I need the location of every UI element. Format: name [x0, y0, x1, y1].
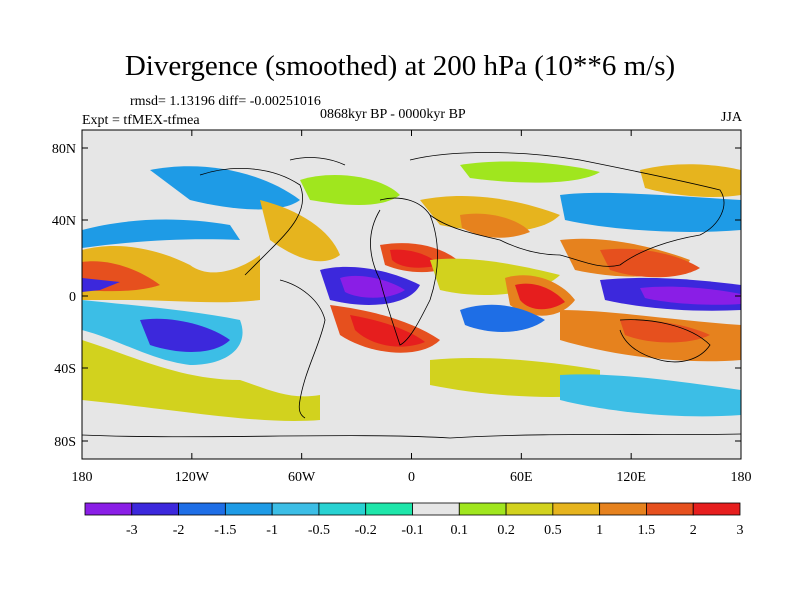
colorbar-swatch: [505, 502, 554, 516]
y-tick-label: 40N: [52, 214, 76, 229]
colorbar-label: 2: [690, 523, 697, 538]
colorbar-label: 0.1: [451, 523, 469, 538]
colorbar-swatch: [365, 502, 413, 516]
season-label: JJA: [720, 110, 742, 125]
colorbar-label: 3: [737, 523, 744, 538]
colorbar-label: -3: [126, 523, 138, 538]
colorbar-swatch: [412, 502, 460, 516]
colorbar-swatch: [224, 502, 273, 516]
colorbar-swatch: [84, 502, 133, 516]
x-tick-label: 180: [72, 470, 93, 485]
colorbar-label: -1.5: [214, 523, 236, 538]
colorbar-label: 0.5: [544, 523, 562, 538]
y-tick-label: 0: [69, 290, 76, 305]
x-tick-label: 120W: [175, 470, 210, 485]
colorbar-swatch: [599, 502, 647, 516]
colorbar-swatch: [646, 502, 694, 516]
x-tick-label: 60E: [510, 470, 533, 485]
colorbar-swatch: [692, 502, 741, 516]
x-axis-ticks: 180 120W 60W 0 60E 120E 180: [72, 130, 752, 485]
x-tick-label: 120E: [616, 470, 646, 485]
plot-title: Divergence (smoothed) at 200 hPa (10**6 …: [124, 50, 676, 82]
colorbar-swatch: [131, 502, 179, 516]
stats-label: rmsd= 1.13196 diff= -0.00251016: [130, 94, 321, 109]
colorbar-swatch: [552, 502, 601, 516]
colorbar-swatch: [178, 502, 226, 516]
x-tick-label: 180: [731, 470, 752, 485]
colorbar-label: -0.5: [308, 523, 330, 538]
colorbar-label: -1: [266, 523, 278, 538]
colorbar-label: -0.1: [401, 523, 423, 538]
colorbar-swatch: [458, 502, 507, 516]
period-label: 0868kyr BP - 0000kyr BP: [320, 107, 466, 122]
x-tick-label: 60W: [288, 470, 316, 485]
y-tick-label: 80S: [54, 435, 76, 450]
y-tick-label: 80N: [52, 142, 76, 157]
map-plot-area: [81, 129, 742, 460]
colorbar-label: 1.5: [638, 523, 656, 538]
colorbar-swatch: [271, 502, 320, 516]
colorbar: -3 -2 -1.5 -1 -0.5 -0.2 -0.1 0.1 0.2 0.5 1 1.5 2 3: [84, 502, 744, 538]
colorbar-label: 1: [596, 523, 603, 538]
y-tick-label: 40S: [54, 362, 76, 377]
coastlines: [82, 152, 741, 439]
divergence-field: [82, 161, 741, 421]
x-tick-label: 0: [408, 470, 415, 485]
colorbar-label: 0.2: [497, 523, 515, 538]
colorbar-swatch: [318, 502, 367, 516]
colorbar-label: -0.2: [355, 523, 377, 538]
y-axis-ticks: 80N 40N 0 40S 80S: [52, 142, 741, 450]
experiment-label: Expt = tfMEX-tfmea: [82, 113, 200, 128]
colorbar-label: -2: [173, 523, 185, 538]
